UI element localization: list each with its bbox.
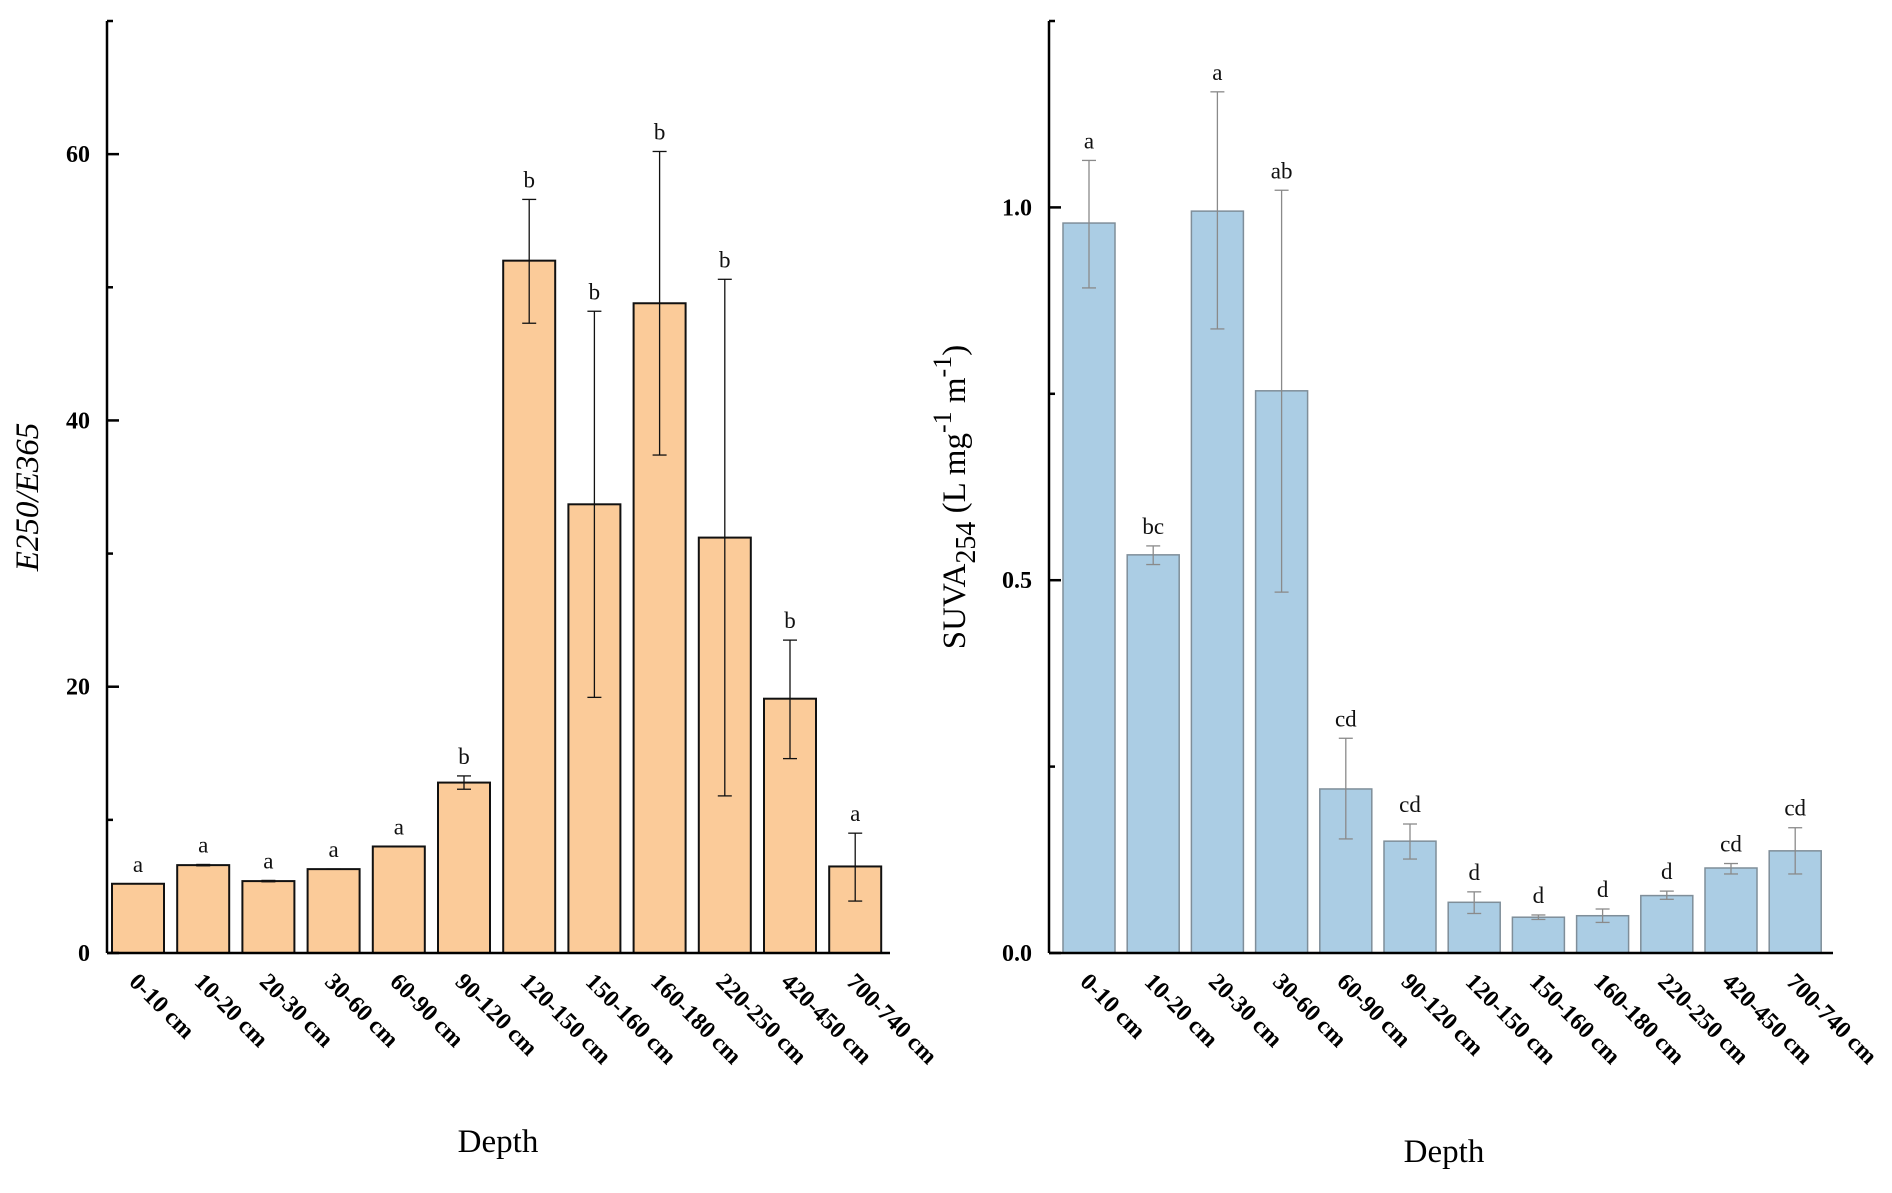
y-tick-label: 0.0 bbox=[1002, 941, 1032, 967]
y-tick-label: 60 bbox=[66, 142, 90, 168]
significance-label: a bbox=[850, 801, 860, 826]
y-axis-title-part: m bbox=[937, 377, 973, 411]
bar bbox=[176, 864, 231, 955]
y-tick-label: 0.5 bbox=[1002, 568, 1032, 594]
y-tick-label: 20 bbox=[66, 675, 90, 701]
bar bbox=[371, 845, 426, 954]
y-axis-title-part: SUVA bbox=[937, 563, 973, 649]
bar bbox=[306, 868, 361, 954]
x-axis-title: Depth bbox=[458, 1124, 539, 1160]
y-tick-label: 0 bbox=[78, 941, 90, 967]
significance-label: ab bbox=[1271, 158, 1293, 183]
significance-label: b bbox=[523, 167, 535, 192]
significance-label: cd bbox=[1335, 706, 1357, 731]
significance-label: bc bbox=[1142, 514, 1164, 539]
significance-label: a bbox=[263, 848, 273, 873]
significance-label: a bbox=[328, 837, 338, 862]
y-tick-label: 40 bbox=[66, 408, 90, 434]
significance-label: a bbox=[133, 852, 143, 877]
y-axis-title-part: -1 bbox=[928, 356, 957, 378]
significance-label: d bbox=[1468, 860, 1480, 885]
significance-label: cd bbox=[1399, 792, 1421, 817]
bar bbox=[1640, 894, 1694, 954]
significance-label: cd bbox=[1720, 832, 1742, 857]
y-axis-title-part: 254 bbox=[951, 522, 982, 564]
bar bbox=[1511, 916, 1566, 954]
significance-label: b bbox=[458, 744, 470, 769]
significance-label: b bbox=[589, 279, 601, 304]
x-tick-label: 0-10 cm bbox=[124, 969, 199, 1044]
significance-label: d bbox=[1533, 883, 1545, 908]
significance-label: a bbox=[198, 832, 208, 857]
significance-label: cd bbox=[1784, 796, 1806, 821]
x-tick-label: 0-10 cm bbox=[1075, 969, 1150, 1044]
significance-label: b bbox=[654, 119, 666, 144]
y-axis-title-part: -1 bbox=[928, 411, 957, 433]
significance-label: a bbox=[1084, 128, 1094, 153]
bar bbox=[502, 259, 557, 954]
bar bbox=[437, 781, 491, 954]
significance-label: a bbox=[394, 814, 404, 839]
significance-label: d bbox=[1661, 859, 1673, 884]
y-axis-title-part: (L mg bbox=[937, 433, 973, 522]
y-axis-title: E250/E365 bbox=[10, 423, 46, 572]
bar bbox=[1704, 867, 1758, 954]
significance-label: b bbox=[784, 608, 796, 633]
y-axis-title-part: ) bbox=[937, 345, 973, 356]
significance-label: b bbox=[719, 247, 731, 272]
x-axis-title: Depth bbox=[1404, 1134, 1485, 1170]
bar bbox=[1126, 554, 1180, 954]
significance-label: a bbox=[1212, 60, 1222, 85]
significance-label: d bbox=[1597, 877, 1609, 902]
y-tick-label: 1.0 bbox=[1002, 195, 1032, 221]
bar bbox=[241, 880, 296, 954]
bar bbox=[1062, 222, 1116, 954]
bar bbox=[111, 882, 165, 954]
y-axis-title: SUVA254 (L mg-1 m-1) bbox=[928, 345, 982, 649]
